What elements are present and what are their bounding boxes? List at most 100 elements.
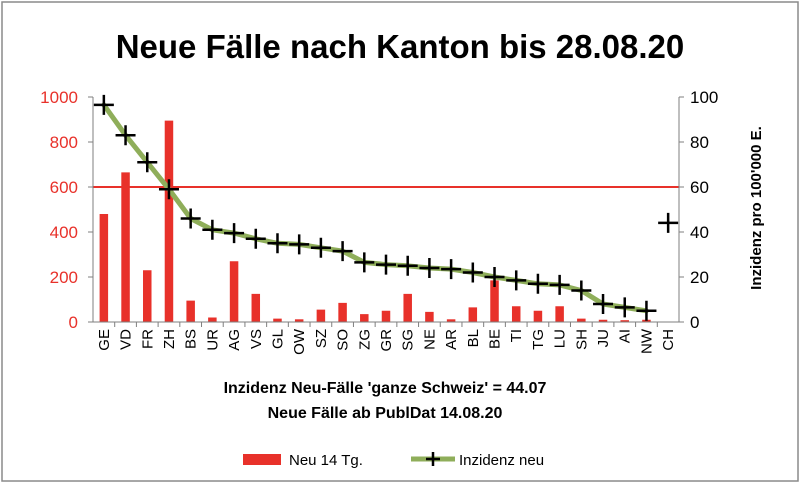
bar (121, 172, 130, 322)
right-tick-label: 20 (690, 268, 709, 287)
x-tick-label: BE (487, 329, 504, 349)
incidence-point (376, 254, 396, 275)
left-tick-label: 0 (69, 313, 78, 332)
bar (446, 319, 456, 322)
incidence-point (310, 237, 331, 258)
bar (403, 293, 412, 322)
x-tick-label: NW (638, 328, 655, 354)
x-tick-label: BL (465, 329, 482, 347)
annotation-publdat: Neue Fälle ab PublDat 14.08.20 (268, 405, 503, 422)
left-tick-label: 400 (50, 223, 78, 242)
bar (620, 320, 629, 322)
bar (164, 120, 174, 322)
incidence-point (419, 258, 440, 278)
x-tick-label: FR (139, 329, 156, 349)
incidence-point (506, 270, 527, 291)
x-tick-label: SO (335, 329, 352, 351)
legend-label-bars: Neu 14 Tg. (289, 452, 363, 469)
incidence-point (267, 233, 288, 254)
right-axis-label: Inzidenz pro 100'000 E. (748, 126, 765, 290)
incidence-point (202, 219, 223, 240)
x-tick-label: ZH (161, 329, 178, 349)
x-tick-label: VS (248, 329, 265, 349)
incidence-point (158, 179, 179, 200)
annotation-incidence: Inzidenz Neu-Fälle 'ganze Schweiz' = 44.… (224, 380, 547, 397)
incidence-point (484, 267, 505, 287)
x-tick-label: SG (400, 329, 417, 351)
bar (577, 318, 586, 322)
bar (338, 302, 347, 322)
incidence-point (462, 262, 483, 283)
bar (360, 314, 369, 322)
bar (229, 261, 239, 322)
bar (490, 280, 499, 322)
x-tick-label: TI (508, 329, 525, 342)
bar (381, 310, 391, 322)
chart-title: Neue Fälle nach Kanton bis 28.08.20 (116, 28, 685, 65)
bar (511, 306, 521, 322)
incidence-point (289, 234, 310, 255)
bar (468, 307, 478, 322)
left-tick-label: 200 (50, 268, 78, 287)
incidence-point (224, 223, 245, 244)
incidence-point (245, 228, 266, 249)
bar (425, 311, 434, 322)
incidence-point (593, 294, 614, 314)
legend-label-line: Inzidenz neu (459, 452, 544, 469)
x-tick-label: SZ (313, 329, 330, 348)
x-tick-label: ZG (356, 329, 373, 350)
left-tick-label: 600 (50, 178, 78, 197)
incidence-point (571, 280, 592, 301)
x-tick-label: AR (443, 329, 460, 350)
legend-swatch-marker (426, 452, 440, 466)
axes: 0 200 400 600 800 1000 0 20 40 60 80 100 GE VD FR ZH BS U… (40, 88, 718, 355)
x-tick-label: OW (291, 328, 308, 355)
x-tick-label: SH (573, 329, 590, 350)
x-tick-label: LU (552, 329, 569, 348)
incidence-point (354, 252, 375, 273)
x-tick-label: TG (530, 329, 547, 350)
x-tick-label: AI (617, 329, 634, 343)
incidence-point (527, 273, 548, 294)
incidence-point (549, 274, 570, 295)
left-tick-label: 800 (50, 133, 78, 152)
plot-area (93, 94, 679, 322)
bar (99, 214, 109, 322)
right-tick-label: 40 (690, 223, 709, 242)
incidence-point (658, 212, 679, 233)
right-tick-label: 100 (690, 88, 718, 107)
x-tick-label: JU (595, 329, 612, 347)
incidence-point (636, 300, 657, 321)
bar (555, 306, 564, 322)
incidence-point (180, 208, 201, 229)
bar (533, 310, 543, 322)
incidence-point (441, 259, 462, 280)
right-tick-label: 0 (690, 313, 699, 332)
legend: Neu 14 Tg. Inzidenz neu (243, 452, 544, 469)
x-tick-label: NE (421, 329, 438, 350)
bar (642, 319, 651, 322)
x-tick-label: GR (378, 329, 395, 352)
right-tick-label: 60 (690, 178, 709, 197)
incidence-point (332, 241, 353, 262)
left-tick-label: 1000 (40, 88, 78, 107)
incidence-point (137, 152, 158, 173)
bar (251, 293, 261, 322)
bar (598, 319, 608, 322)
bar (208, 317, 217, 322)
x-tick-label: VD (118, 329, 135, 350)
bar (273, 318, 282, 322)
x-tick-label: UR (204, 329, 221, 351)
incidence-point (115, 125, 136, 146)
incidence-point (397, 255, 418, 276)
right-tick-label: 80 (690, 133, 709, 152)
bar (143, 270, 152, 322)
x-tick-label: GE (96, 329, 113, 351)
x-tick-label: CH (660, 329, 677, 351)
x-tick-label: GL (269, 329, 286, 349)
incidence-point (614, 297, 635, 318)
bar (316, 309, 326, 322)
